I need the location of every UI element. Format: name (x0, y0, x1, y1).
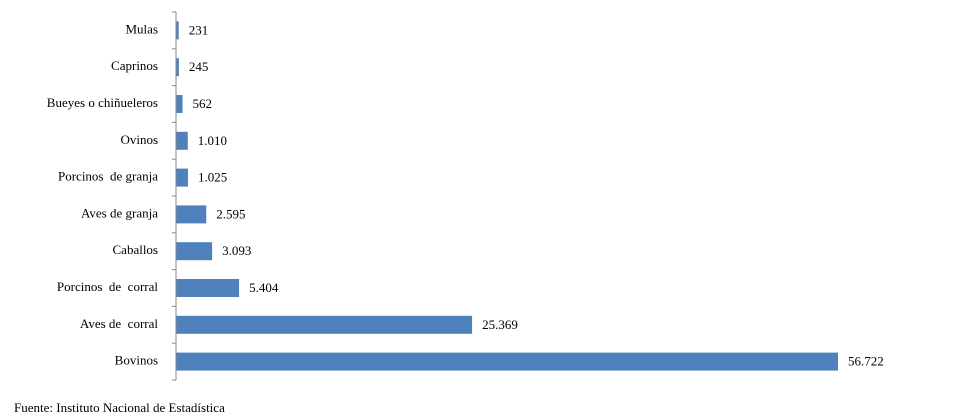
bar (176, 58, 179, 77)
bar (176, 242, 213, 261)
value-label: 231 (189, 22, 209, 37)
value-label: 1.025 (198, 170, 227, 185)
y-tick-label: Caballos (113, 242, 159, 257)
y-tick-label: Aves de granja (81, 205, 158, 220)
bar (176, 21, 179, 40)
value-label: 25.369 (482, 317, 518, 332)
value-label: 245 (189, 59, 209, 74)
bar (176, 315, 473, 334)
y-tick-label: Bueyes o chiñueleros (47, 95, 158, 110)
y-tick-label: Ovinos (120, 132, 158, 147)
value-label: 1.010 (198, 133, 227, 148)
bar (176, 205, 207, 224)
y-tick-label: Aves de corral (80, 316, 158, 331)
bar (176, 95, 183, 113)
y-tick-label: Porcinos de corral (57, 279, 158, 294)
bar (176, 279, 240, 297)
y-tick-label: Mulas (126, 21, 159, 36)
value-label: 3.093 (222, 243, 251, 258)
value-label: 2.595 (216, 206, 245, 221)
bar (176, 168, 188, 187)
y-tick-label: Porcinos de granja (58, 169, 158, 184)
value-label: 5.404 (249, 280, 279, 295)
y-tick-label: Bovinos (115, 353, 158, 368)
bar (176, 131, 188, 150)
source-note: Fuente: Instituto Nacional de Estadístic… (14, 400, 225, 415)
value-label: 56.722 (848, 354, 884, 369)
y-tick-label: Caprinos (111, 58, 158, 73)
value-label: 562 (193, 96, 213, 111)
bar (176, 352, 838, 371)
